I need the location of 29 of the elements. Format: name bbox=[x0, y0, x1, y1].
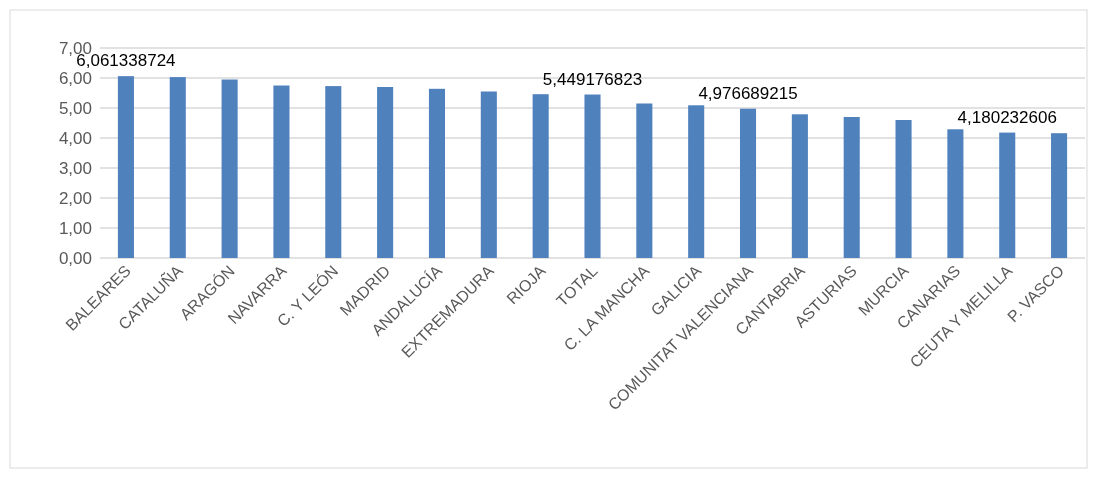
bar bbox=[532, 94, 549, 258]
bar bbox=[947, 129, 964, 258]
y-tick-label: 0,00 bbox=[58, 248, 92, 268]
data-label: 5,449176823 bbox=[542, 69, 643, 89]
y-tick-label: 6,00 bbox=[58, 68, 92, 88]
bar bbox=[791, 114, 808, 258]
y-tick-label: 1,00 bbox=[58, 218, 92, 238]
y-tick-label: 2,00 bbox=[58, 188, 92, 208]
bar bbox=[273, 85, 290, 258]
y-tick-label: 3,00 bbox=[58, 158, 92, 178]
data-label: 4,976689215 bbox=[698, 83, 798, 103]
bar bbox=[688, 105, 705, 258]
bar bbox=[117, 76, 134, 258]
bar bbox=[428, 88, 446, 258]
bar bbox=[895, 120, 912, 258]
bar bbox=[843, 117, 860, 258]
bar bbox=[169, 77, 186, 258]
bar bbox=[325, 86, 342, 258]
y-tick-label: 4,00 bbox=[58, 128, 92, 148]
bar bbox=[221, 79, 238, 258]
bar bbox=[584, 94, 601, 258]
bar bbox=[999, 132, 1016, 258]
bar bbox=[739, 108, 757, 258]
data-label: 4,180232606 bbox=[957, 107, 1057, 127]
bar bbox=[1051, 133, 1068, 258]
bar bbox=[377, 87, 394, 258]
y-tick-label: 5,00 bbox=[58, 98, 92, 118]
bar bbox=[480, 91, 497, 258]
bar bbox=[636, 103, 653, 258]
